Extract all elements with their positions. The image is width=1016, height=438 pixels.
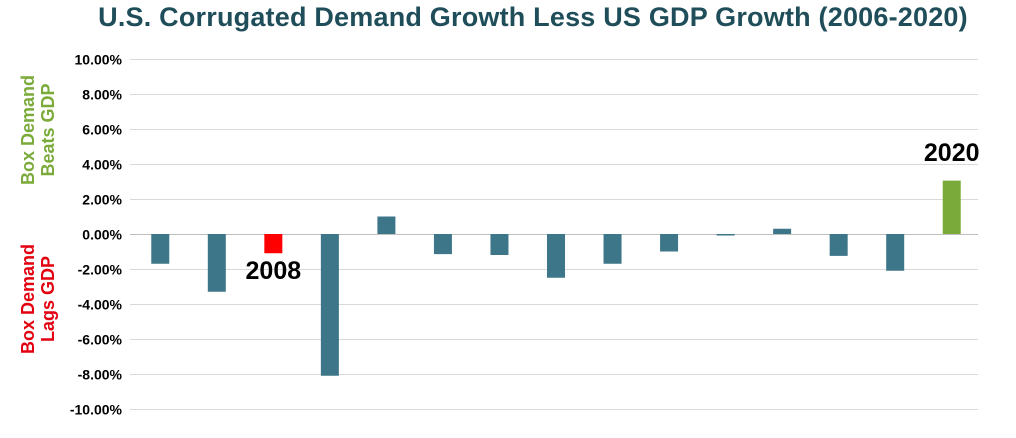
bar-2011 xyxy=(433,234,452,255)
bar-2019 xyxy=(886,234,905,271)
annotation-2020: 2020 xyxy=(923,138,980,167)
y-tick-label: 0.00% xyxy=(82,227,122,243)
bar-2006 xyxy=(151,234,170,264)
y-tick-label: 2.00% xyxy=(82,192,122,208)
y-tick-label: -10.00% xyxy=(70,402,123,418)
y-tick-label: 10.00% xyxy=(75,52,123,68)
chart-title: U.S. Corrugated Demand Growth Less US GD… xyxy=(98,2,968,32)
bar-2009 xyxy=(320,234,339,376)
bar-2008 xyxy=(264,234,283,254)
bar-2007 xyxy=(207,234,226,292)
bar-2010 xyxy=(377,216,396,234)
annotation-2008: 2008 xyxy=(245,257,302,286)
bar-2020 xyxy=(942,180,961,234)
y-tick-label: 4.00% xyxy=(82,157,122,173)
y-tick-label: 8.00% xyxy=(82,87,122,103)
y-tick-label: 6.00% xyxy=(82,122,122,138)
bar-2013 xyxy=(547,234,565,278)
y-tick-label: -6.00% xyxy=(78,332,123,348)
y-tick-label: -8.00% xyxy=(78,367,123,383)
bar-2017 xyxy=(773,228,792,234)
y-tick-label: -4.00% xyxy=(78,297,123,313)
bar-2016 xyxy=(716,234,735,236)
bar-2014 xyxy=(603,234,622,264)
y-tick-label: -2.00% xyxy=(78,262,123,278)
bar-2015 xyxy=(660,234,679,252)
bar-2018 xyxy=(829,234,848,256)
bar-2012 xyxy=(490,234,509,255)
